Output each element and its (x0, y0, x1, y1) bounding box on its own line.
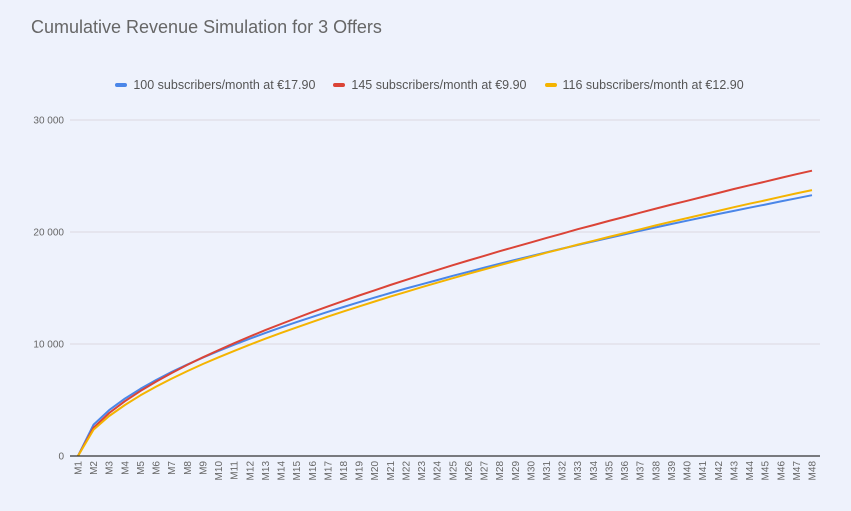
x-tick-label: M7 (167, 461, 178, 475)
x-tick-label: M41 (698, 461, 709, 481)
x-tick-label: M24 (433, 461, 444, 481)
x-tick-label: M48 (808, 461, 819, 481)
x-tick-label: M16 (308, 461, 319, 481)
series-line-3 (77, 189, 813, 457)
x-tick-label: M30 (526, 461, 537, 481)
legend-item-blue[interactable]: 100 subscribers/month at €17.90 (115, 78, 315, 92)
x-tick-label: M32 (558, 461, 569, 481)
x-tick-label: M37 (636, 461, 647, 481)
x-tick-label: M43 (729, 461, 740, 481)
x-tick-label: M38 (651, 461, 662, 481)
x-tick-label: M35 (604, 461, 615, 481)
x-tick-label: M23 (417, 461, 428, 481)
legend-label: 145 subscribers/month at €9.90 (351, 78, 527, 92)
x-tick-label: M20 (370, 461, 381, 481)
x-tick-label: M42 (714, 461, 725, 481)
x-tick-label: M8 (183, 461, 194, 475)
x-tick-label: M45 (761, 461, 772, 481)
x-tick-label: M9 (198, 461, 209, 475)
y-tick-label: 10 000 (33, 340, 64, 351)
x-tick-label: M21 (386, 461, 397, 481)
series-line-2 (77, 169, 813, 457)
legend-label: 100 subscribers/month at €17.90 (133, 78, 316, 92)
x-tick-label: M22 (401, 461, 412, 481)
x-tick-label: M28 (495, 461, 506, 481)
chart-title: Cumulative Revenue Simulation for 3 Offe… (31, 17, 382, 37)
legend-item-yellow[interactable]: 116 subscribers/month at €12.90 (544, 78, 744, 92)
x-tick-label: M33 (573, 461, 584, 481)
x-tick-label: M34 (589, 461, 600, 481)
legend-swatch (544, 83, 557, 87)
legend-item-red[interactable]: 145 subscribers/month at €9.90 (333, 78, 527, 92)
x-tick-label: M44 (745, 461, 756, 481)
x-tick-label: M14 (277, 461, 288, 481)
x-tick-label: M17 (323, 461, 334, 481)
x-tick-label: M27 (480, 461, 491, 481)
x-tick-label: M12 (245, 461, 256, 481)
x-tick-label: M6 (152, 461, 163, 475)
x-tick-label: M25 (448, 461, 459, 481)
x-tick-label: M31 (542, 461, 553, 481)
x-tick-label: M19 (355, 461, 366, 481)
y-tick-label: 30 000 (33, 116, 64, 127)
x-tick-label: M2 (89, 461, 100, 475)
x-tick-label: M18 (339, 461, 350, 481)
x-tick-label: M11 (230, 461, 241, 480)
legend-swatch (333, 83, 346, 87)
x-tick-label: M39 (667, 461, 678, 481)
legend-swatch (115, 83, 128, 87)
x-tick-label: M5 (136, 461, 147, 475)
x-tick-label: M4 (120, 461, 131, 475)
x-tick-label: M13 (261, 461, 272, 481)
x-tick-label: M15 (292, 461, 303, 481)
x-tick-label: M46 (776, 461, 787, 481)
x-tick-label: M40 (683, 461, 694, 481)
legend-label: 116 subscribers/month at €12.90 (562, 78, 744, 92)
y-tick-label: 20 000 (33, 228, 64, 239)
series-line-1 (77, 194, 813, 457)
x-tick-label: M26 (464, 461, 475, 481)
x-tick-label: M47 (792, 461, 803, 481)
y-tick-label: 0 (58, 452, 64, 463)
x-tick-label: M1 (74, 461, 85, 475)
x-tick-label: M3 (105, 461, 116, 475)
x-tick-label: M10 (214, 461, 225, 481)
x-tick-label: M29 (511, 461, 522, 481)
legend: 100 subscribers/month at €17.90 145 subs… (0, 78, 851, 92)
x-tick-label: M36 (620, 461, 631, 481)
